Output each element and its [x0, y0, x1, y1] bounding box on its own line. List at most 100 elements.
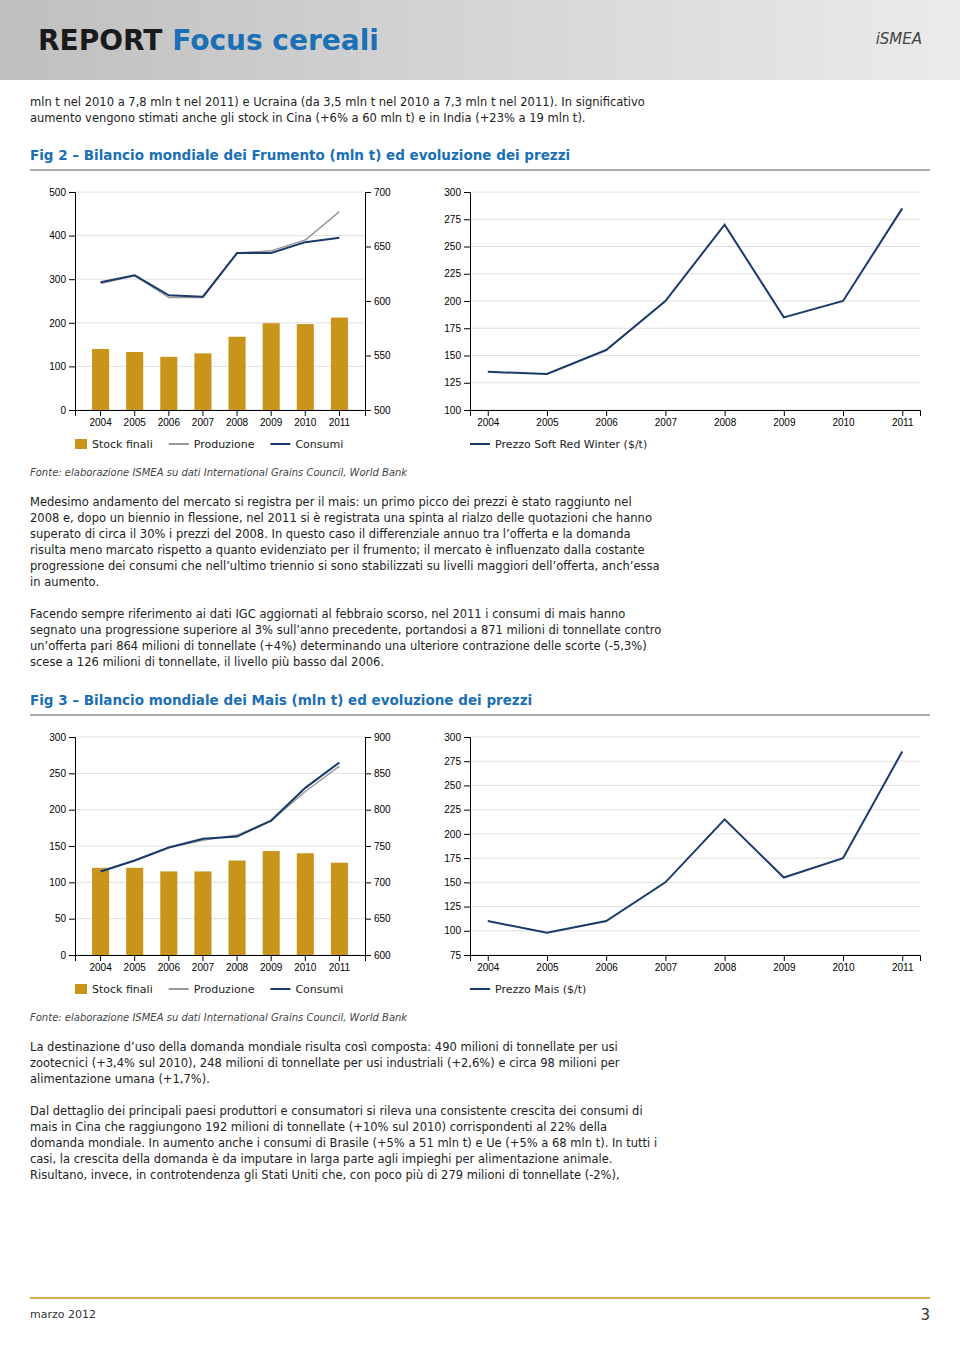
- tick-label: 175: [444, 853, 461, 864]
- tick-mark: [69, 882, 75, 883]
- tick-mark: [464, 785, 470, 786]
- figure-title: Fig 2 – Bilancio mondiale dei Frumento (…: [30, 147, 570, 163]
- tick-label: 2008: [714, 962, 737, 973]
- legend-swatch: [75, 984, 87, 994]
- tick-mark: [69, 846, 75, 847]
- tick: 2007: [655, 410, 678, 428]
- tick-mark: [339, 955, 340, 961]
- tick-mark: [464, 383, 470, 384]
- tick-label: 275: [444, 214, 461, 225]
- grid-line: [470, 785, 920, 786]
- tick: 2011: [329, 410, 351, 428]
- grid-line: [75, 322, 365, 323]
- tick-label: 225: [444, 804, 461, 815]
- tick-label: 200: [49, 318, 66, 329]
- text-line: in aumento.: [30, 575, 99, 589]
- tick: 2008: [226, 410, 249, 428]
- legend-label: Prezzo Mais ($/t): [495, 983, 586, 996]
- tick: 2004: [89, 410, 112, 428]
- tick: 2011: [892, 410, 914, 428]
- bar: [331, 318, 348, 410]
- tick: 2005: [536, 955, 559, 973]
- axis: 20042005200620072008200920102011: [471, 410, 921, 428]
- text-line: 2008 e, dopo un biennio in flessione, ne…: [30, 511, 652, 525]
- tick-mark: [725, 410, 726, 416]
- legend-swatch: [169, 988, 189, 990]
- tick-mark: [202, 410, 203, 416]
- text-line: aumento vengono stimati anche gli stock …: [30, 111, 586, 125]
- tick-mark: [69, 919, 75, 920]
- tick-mark: [168, 410, 169, 416]
- tick-mark: [464, 858, 470, 859]
- grid: [75, 192, 365, 410]
- tick-label: 275: [444, 756, 461, 767]
- tick: 125: [444, 901, 470, 912]
- tick-label: 2010: [832, 962, 855, 973]
- tick-mark: [69, 279, 75, 280]
- plot-background: [470, 737, 920, 955]
- tick-label: 0: [60, 405, 66, 416]
- page-svg: REPORT Focus cerealiiSMEAmln t nel 2010 …: [0, 0, 960, 1347]
- grid-line: [75, 773, 365, 774]
- text-line: domanda mondiale. In aumento anche i con…: [30, 1136, 657, 1150]
- tick: 2006: [158, 955, 181, 973]
- tick-label: 200: [444, 296, 461, 307]
- bar: [229, 861, 246, 955]
- tick: 650: [365, 913, 391, 924]
- tick: 300: [444, 187, 470, 198]
- plot-area: [92, 212, 348, 410]
- axis-line: [366, 738, 372, 956]
- tick: 700: [365, 187, 391, 198]
- tick-label: 2008: [226, 417, 249, 428]
- tick: 2010: [832, 955, 855, 973]
- grid-line: [75, 235, 365, 236]
- axis: 20042005200620072008200920102011: [471, 955, 921, 973]
- tick: 250: [444, 241, 470, 252]
- grid-line: [470, 219, 920, 220]
- grid-line: [470, 355, 920, 356]
- text-line: zootecnici (+3,4% sul 2010), 248 milioni…: [30, 1056, 620, 1070]
- text-line: alimentazione umana (+1,7%).: [30, 1072, 210, 1086]
- tick-mark: [271, 410, 272, 416]
- tick-mark: [488, 955, 489, 961]
- tick: 50: [55, 913, 75, 924]
- tick-mark: [547, 410, 548, 416]
- bar: [331, 863, 348, 955]
- tick-label: 100: [444, 925, 461, 936]
- bar: [126, 352, 143, 410]
- tick-mark: [464, 356, 470, 357]
- tick-label: 700: [374, 187, 391, 198]
- tick-mark: [606, 410, 607, 416]
- tick-label: 100: [444, 405, 461, 416]
- text-line: casi, la crescita della domanda è da imp…: [30, 1152, 613, 1166]
- axis-line: [366, 193, 372, 411]
- tick-mark: [784, 410, 785, 416]
- tick-mark: [168, 955, 169, 961]
- tick: 2004: [477, 410, 500, 428]
- tick: 2011: [892, 955, 914, 973]
- tick-mark: [69, 323, 75, 324]
- tick: 300: [444, 732, 470, 743]
- tick-mark: [464, 410, 470, 411]
- tick-label: 2010: [294, 417, 317, 428]
- page: REPORT Focus cerealiiSMEAmln t nel 2010 …: [0, 0, 960, 1347]
- axis: 600650700750800850900: [365, 732, 391, 961]
- tick-mark: [464, 882, 470, 883]
- tick: 0: [60, 405, 75, 416]
- tick-label: 2011: [892, 962, 914, 973]
- tick: 150: [444, 350, 470, 361]
- tick: 175: [444, 853, 470, 864]
- tick: 700: [365, 877, 391, 888]
- body-text: Medesimo andamento del mercato si regist…: [30, 495, 660, 589]
- tick: 100: [49, 877, 75, 888]
- chart: 0501001502002503006006507007508008509002…: [49, 732, 391, 996]
- tick-mark: [464, 907, 470, 908]
- grid-line: [75, 846, 365, 847]
- tick: 200: [444, 829, 470, 840]
- tick: 2004: [89, 955, 112, 973]
- grid: [75, 737, 365, 955]
- header-title: REPORT Focus cereali: [38, 24, 379, 57]
- text-line: mln t nel 2010 a 7,8 mln t nel 2011) e U…: [30, 95, 645, 109]
- tick-label: 2009: [773, 962, 796, 973]
- tick-mark: [665, 955, 666, 961]
